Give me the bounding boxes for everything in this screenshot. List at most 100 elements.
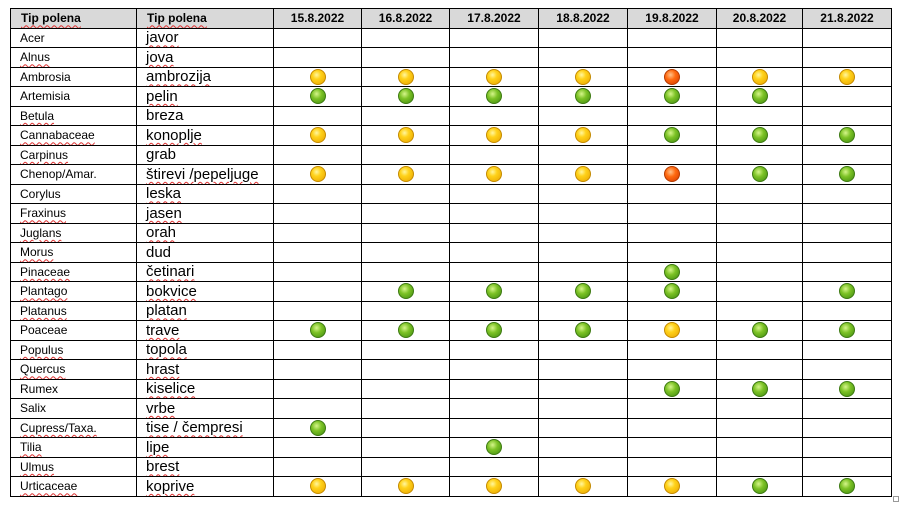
level-cell <box>361 27 450 48</box>
level-cell <box>716 66 803 87</box>
level-cell <box>538 86 628 107</box>
pollen-latin-name: Cupress/Taxa. <box>10 417 137 438</box>
level-cell <box>627 339 717 360</box>
pollen-local-name: kiselice <box>136 378 274 399</box>
pollen-local-name: javor <box>136 27 274 48</box>
level-cell <box>449 300 539 321</box>
level-cell <box>449 183 539 204</box>
level-cell <box>716 27 803 48</box>
pollen-latin-name: Corylus <box>10 183 137 204</box>
level-cell <box>802 261 892 282</box>
yellow-level-dot-icon <box>575 166 591 183</box>
level-cell <box>627 476 717 497</box>
level-cell <box>627 398 717 419</box>
header-latin: Tip polena <box>10 8 137 29</box>
level-cell <box>273 47 362 68</box>
level-cell <box>361 300 450 321</box>
level-cell <box>449 125 539 146</box>
level-cell <box>538 339 628 360</box>
pollen-local-name: četinari <box>136 261 274 282</box>
level-cell <box>716 47 803 68</box>
level-cell <box>361 398 450 419</box>
level-cell <box>627 261 717 282</box>
level-cell <box>802 339 892 360</box>
table-row: Populus topola <box>10 339 892 360</box>
table-row: Platanus platan <box>10 300 892 321</box>
level-cell <box>361 437 450 458</box>
level-cell <box>802 417 892 438</box>
level-cell <box>802 203 892 224</box>
table-row: Poaceae trave <box>10 320 892 341</box>
table-row: Morus dud <box>10 242 892 263</box>
yellow-level-dot-icon <box>397 127 414 144</box>
level-cell <box>627 27 717 48</box>
level-cell <box>716 203 803 224</box>
level-cell <box>361 203 450 224</box>
level-cell <box>538 281 628 302</box>
level-cell <box>716 183 803 204</box>
level-cell <box>627 300 717 321</box>
pollen-local-name: jova <box>136 47 274 68</box>
header-date: 20.8.2022 <box>716 8 803 29</box>
green-level-dot-icon <box>397 283 414 300</box>
pollen-latin-name: Alnus <box>10 47 137 68</box>
table-row: Quercus hrast <box>10 359 892 380</box>
level-cell <box>627 86 717 107</box>
level-cell <box>273 300 362 321</box>
pollen-local-name: štirevi /pepeljuge <box>136 164 274 185</box>
level-cell <box>273 183 362 204</box>
level-cell <box>716 222 803 243</box>
green-level-dot-icon <box>839 127 855 144</box>
level-cell <box>716 359 803 380</box>
level-cell <box>273 339 362 360</box>
pollen-local-name: bokvice <box>136 281 274 302</box>
pollen-local-name: topola <box>136 339 274 360</box>
level-cell <box>716 398 803 419</box>
level-cell <box>802 183 892 204</box>
level-cell <box>538 47 628 68</box>
pollen-local-name: grab <box>136 144 274 165</box>
table-row: Corylus leska <box>10 183 892 204</box>
header-row: Tip polena Tip polena 15.8.2022 16.8.202… <box>10 8 892 29</box>
level-cell <box>802 164 892 185</box>
level-cell <box>802 47 892 68</box>
pollen-latin-name: Carpinus <box>10 144 137 165</box>
yellow-level-dot-icon <box>397 68 414 85</box>
level-cell <box>449 339 539 360</box>
level-cell <box>802 66 892 87</box>
level-cell <box>449 144 539 165</box>
level-cell <box>361 222 450 243</box>
level-cell <box>538 222 628 243</box>
pollen-latin-name: Ulmus <box>10 456 137 477</box>
table-row: Chenop/Amar. štirevi /pepeljuge <box>10 164 892 185</box>
pollen-local-name: pelin <box>136 86 274 107</box>
level-cell <box>802 320 892 341</box>
level-cell <box>449 378 539 399</box>
green-level-dot-icon <box>309 419 326 436</box>
table-row: Cannabaceae konoplje <box>10 125 892 146</box>
table-row: Plantago bokvice <box>10 281 892 302</box>
level-cell <box>273 359 362 380</box>
green-level-dot-icon <box>751 322 768 339</box>
level-cell <box>361 261 450 282</box>
level-cell <box>538 164 628 185</box>
table-row: Urticaceae koprive <box>10 476 892 497</box>
green-level-dot-icon <box>664 283 680 300</box>
yellow-level-dot-icon <box>309 68 326 85</box>
level-cell <box>538 417 628 438</box>
yellow-level-dot-icon <box>486 478 502 495</box>
pollen-latin-name: Tilia <box>10 437 137 458</box>
table-row: Juglans orah <box>10 222 892 243</box>
level-cell <box>627 164 717 185</box>
level-cell <box>361 66 450 87</box>
header-date: 21.8.2022 <box>802 8 892 29</box>
level-cell <box>361 144 450 165</box>
level-cell <box>449 222 539 243</box>
level-cell <box>627 203 717 224</box>
level-cell <box>449 437 539 458</box>
level-cell <box>361 242 450 263</box>
level-cell <box>361 281 450 302</box>
pollen-table: Tip polena Tip polena 15.8.2022 16.8.202… <box>10 8 892 497</box>
green-level-dot-icon <box>486 283 502 300</box>
level-cell <box>802 242 892 263</box>
